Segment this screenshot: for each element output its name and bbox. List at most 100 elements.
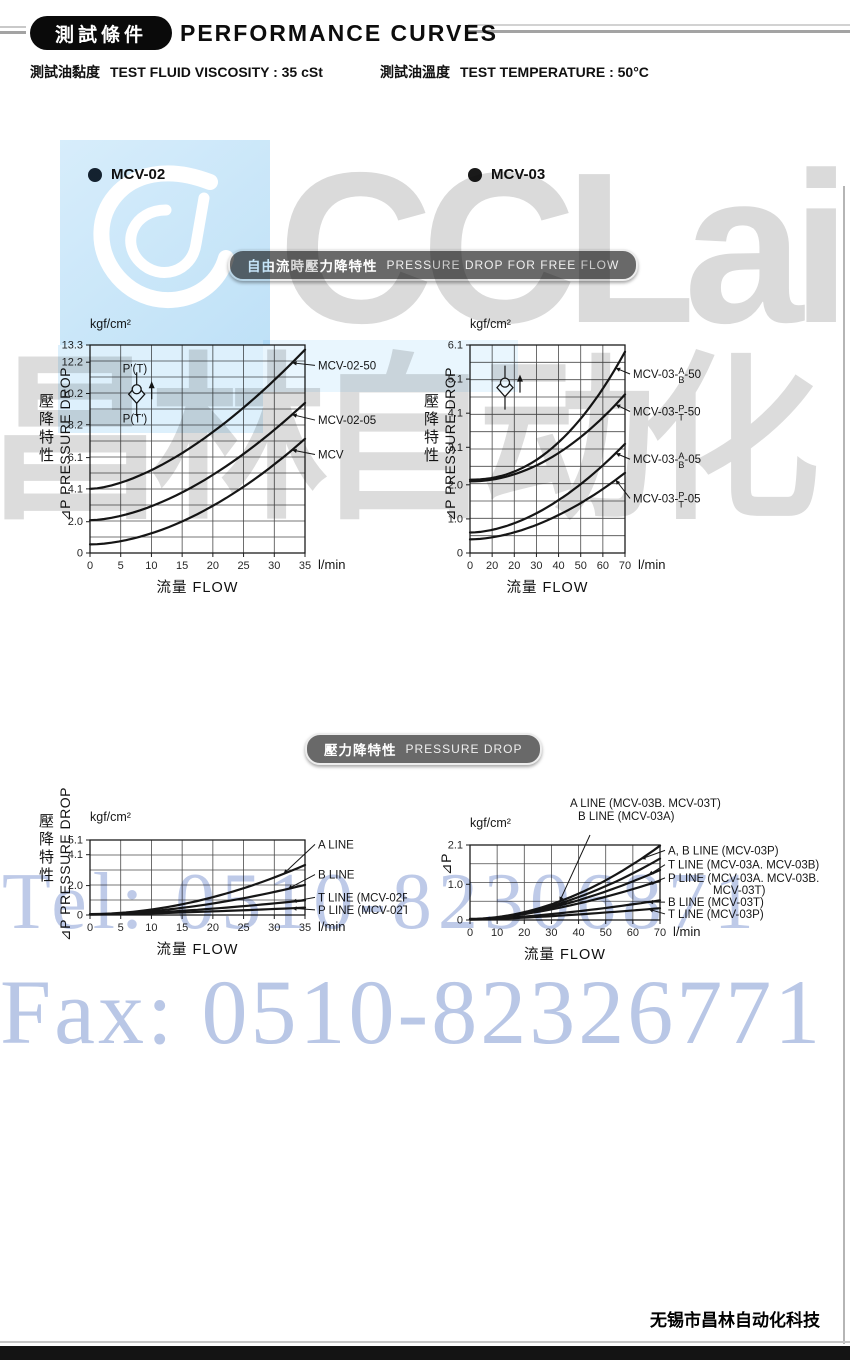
temperature-label-cjk: 測試油溫度	[380, 64, 450, 80]
label-suffix: -50	[684, 369, 701, 381]
curve-label-1: B LINE	[318, 870, 355, 882]
x-axis-label: 流量 FLOW	[157, 941, 239, 958]
label-suffix: -05	[684, 493, 701, 505]
x-axis-label: 流量 FLOW	[157, 579, 239, 596]
symbol-label-top: P'(T)	[123, 363, 148, 375]
banner-free-flow-cjk: 自由流時壓力降特性	[247, 259, 378, 274]
label-suffix: -50	[684, 406, 701, 418]
page-right-border	[843, 186, 845, 1344]
y-tick-label: 5.1	[68, 835, 83, 847]
x-unit-label: l/min	[673, 924, 700, 939]
annotation-line-0-1: B LINE (MCV-03A)	[578, 811, 675, 823]
header-rule-right-top	[468, 24, 850, 26]
watermark-fax: Fax: 0510-82326771	[0, 961, 824, 1063]
x-tick-label: 10	[145, 922, 157, 934]
curve-2	[468, 442, 627, 534]
footer-black-bar	[0, 1346, 850, 1360]
plot-frame	[469, 344, 626, 554]
x-tick-label: 50	[600, 927, 612, 939]
curve-leader-arrowhead	[648, 899, 654, 905]
banner-pressure-drop-en: PRESSURE DROP	[405, 742, 523, 756]
curve-label-3: P LINE (MCV-03A. MCV-03B. MCV-03T)	[668, 873, 819, 897]
x-axis-label: 流量 FLOW	[524, 946, 606, 963]
x-tick-label: 30	[268, 922, 280, 934]
y-tick-label: 2.0	[448, 479, 463, 491]
chart-svg-mcv-02-pressure-drop: 0 5 10 15 20 25 30 35 5.1 4.1 2.0 0 kgf/cm² l/min 流量 F…	[68, 810, 407, 958]
legend-item-mcv03: MCV-03	[468, 166, 545, 183]
chart-mcv03-pressure-drop: ⊿P 0 10 20 30 40 50 60 70 2.1 1.0 0 kgf/cm² l/min 流量 …	[420, 795, 850, 970]
viscosity-label-en: TEST FLUID VISCOSITY : 35 cSt	[110, 64, 323, 80]
y-tick-label: 3.1	[448, 442, 463, 454]
label-prefix: MCV-03-	[633, 369, 679, 381]
viscosity-label-cjk: 測試油黏度	[30, 64, 100, 80]
y-tick-label: 13.3	[62, 340, 83, 352]
x-tick-label: 20	[207, 922, 219, 934]
x-tick-label: 5	[118, 560, 124, 572]
y-tick-label: 1.0	[448, 879, 463, 891]
symbol-label-bottom: P(T')	[123, 413, 148, 425]
footer-gray-line	[0, 1341, 850, 1343]
y-axis-label: 壓降特性 ⊿P PRESSURE DROP	[420, 367, 458, 521]
x-tick-label: 0	[467, 927, 473, 939]
y-tick-label: 0	[77, 910, 83, 922]
x-tick-label: 0	[467, 560, 473, 572]
x-tick-label: 70	[654, 927, 666, 939]
footer-company: 无锡市昌林自动化科技	[650, 1311, 820, 1330]
curve-label-0: MCV-02-50	[318, 360, 376, 372]
x-tick-label: 20	[207, 560, 219, 572]
label-prefix: MCV-03-	[633, 493, 679, 505]
curve-label-2: MCV-03-A B-05	[633, 451, 701, 470]
y-tick-label: 12.2	[62, 357, 83, 369]
chart-svg-mcv-02-free-flow: 0 5 10 15 20 25 30 35 13.3 12.2 10.2 8.2 6.1 4.1 2.0 0 k…	[62, 317, 377, 596]
curve-leader-arrowhead	[287, 884, 293, 889]
label-num: A	[678, 366, 684, 376]
label-den: B	[678, 460, 684, 470]
chart-mcv02-pressure-drop: 壓降特性 ⊿P PRESSURE DROP 0 5 10 15 20 25 30 35 5.1 4…	[35, 787, 407, 965]
legend-label-mcv03: MCV-03	[491, 166, 546, 183]
header-rule-left	[0, 31, 26, 34]
legend-label-mcv02: MCV-02	[111, 166, 166, 183]
curve-label-0: MCV-03-A B-50	[633, 366, 701, 385]
label-num: P	[678, 490, 684, 500]
curve-5	[468, 907, 662, 921]
x-tick-label: 5	[118, 922, 124, 934]
x-unit-label: l/min	[318, 557, 345, 572]
flow-arrowhead	[516, 374, 523, 382]
curve-leader-arrowhead	[283, 869, 289, 874]
x-tick-label: 30	[530, 560, 542, 572]
banner-free-flow-en: PRESSURE DROP FOR FREE FLOW	[386, 258, 620, 272]
x-unit-label: l/min	[638, 557, 665, 572]
x-tick-label: 35	[299, 922, 311, 934]
page-title: PERFORMANCE CURVES	[180, 20, 498, 46]
label-den: T	[678, 499, 684, 509]
y-tick-label: 2.0	[68, 880, 83, 892]
curve-leader-arrowhead	[292, 448, 297, 453]
y-axis-label-cjk: 壓降特性	[37, 393, 54, 465]
y-unit-label: kgf/cm²	[90, 810, 131, 824]
curve-label-3: P LINE (MCV-02T)	[318, 905, 407, 917]
y-axis-label: 壓降特性 ⊿P PRESSURE DROP	[35, 787, 73, 941]
legend-dot-mcv03	[468, 167, 482, 182]
plot-frame	[89, 839, 306, 916]
label-num: A	[678, 451, 684, 461]
y-tick-label: 6.1	[448, 340, 463, 352]
curve-leader-arrowhead	[648, 908, 654, 913]
y-tick-label: 2.1	[448, 840, 463, 852]
y-unit-label: kgf/cm²	[90, 317, 131, 331]
curve-leader-arrowhead	[292, 906, 297, 911]
label-suffix: -05	[684, 454, 701, 466]
chart-mcv03-free-flow: 壓降特性 ⊿P PRESSURE DROP 0 20 20 30 40 50 60 70 6.1…	[420, 312, 850, 607]
x-axis-label: 流量 FLOW	[507, 579, 589, 596]
curve-leader-line	[283, 844, 316, 875]
x-tick-label: 25	[237, 560, 249, 572]
curve-leader-arrowhead	[615, 453, 621, 457]
label-prefix: MCV-03-	[633, 406, 679, 418]
curve-leader-arrowhead	[292, 413, 297, 418]
curve-0	[468, 350, 627, 481]
y-tick-label: 8.2	[68, 419, 83, 431]
x-tick-label: 0	[87, 922, 93, 934]
y-tick-label: 4.1	[68, 483, 83, 495]
x-tick-label: 50	[575, 560, 587, 572]
test-fluid-viscosity: 測試油黏度 TEST FLUID VISCOSITY : 35 cSt	[30, 62, 323, 82]
banner-pressure-drop-cjk: 壓力降特性	[324, 743, 397, 758]
